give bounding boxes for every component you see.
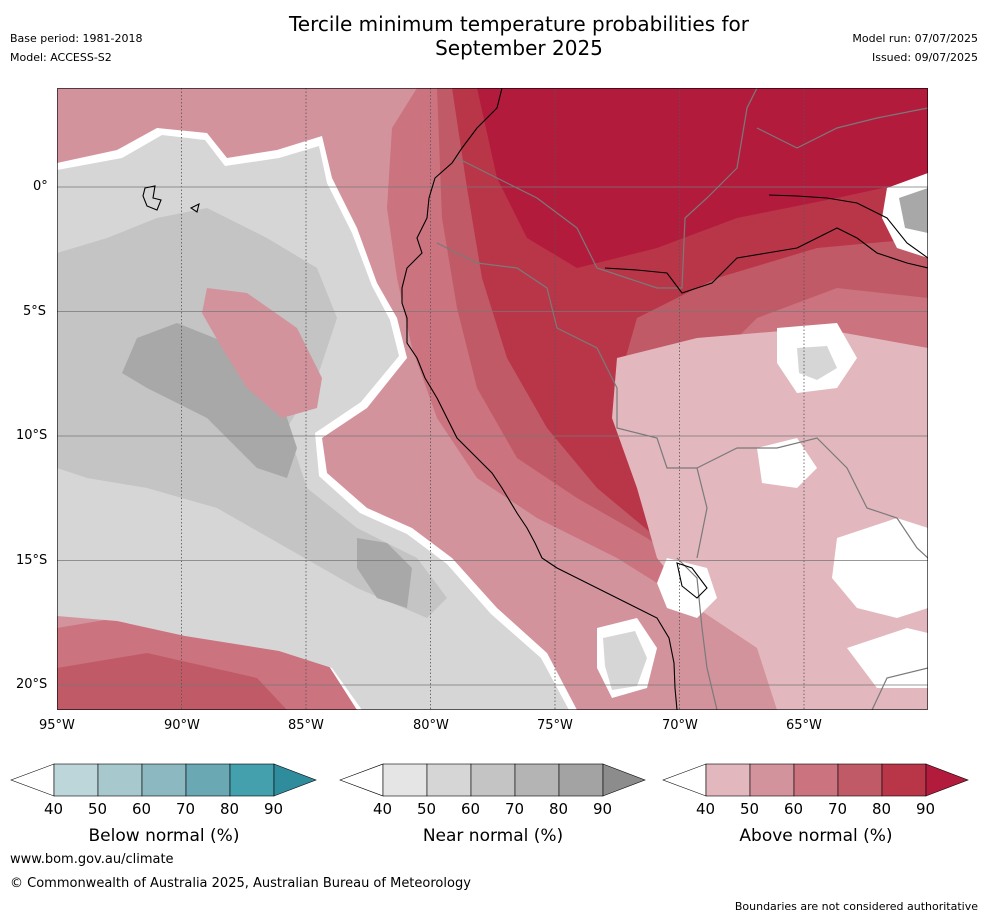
cb-near-swatch-80 — [558, 763, 604, 797]
near-normal-70-south — [357, 538, 412, 608]
cb-above-swatch-50 — [749, 763, 795, 797]
lat-label-10s: 10°S — [16, 428, 48, 443]
colorbar-below-swatches — [10, 763, 317, 797]
cb-above-swatch-60 — [793, 763, 839, 797]
cb-near-tick-90: 90 — [593, 800, 613, 818]
cb-near-tick-40: 40 — [373, 800, 393, 818]
cb-below-tick-40: 40 — [44, 800, 64, 818]
white-patch-2 — [832, 518, 928, 618]
cb-below-extend-low — [10, 763, 55, 797]
cb-above-tick-50: 50 — [740, 800, 760, 818]
above-normal-90 — [477, 88, 928, 268]
cb-above-tick-40: 40 — [696, 800, 716, 818]
cb-below-swatch-40 — [53, 763, 99, 797]
parallel-lines — [57, 186, 928, 686]
above-patch-west — [202, 288, 322, 418]
cb-below-tick-90: 90 — [264, 800, 284, 818]
cb-above-extend-low — [662, 763, 707, 797]
cb-near-swatch-40 — [382, 763, 428, 797]
title-line-2: September 2025 — [435, 36, 603, 60]
cb-above-tick-90: 90 — [916, 800, 936, 818]
lat-label-15s: 15°S — [16, 553, 48, 568]
probability-map — [57, 88, 928, 710]
lon-label-80w: 80°W — [413, 718, 449, 733]
cb-below-tick-80: 80 — [220, 800, 240, 818]
colorbar-near — [339, 763, 646, 797]
colorbar-below-label: Below normal (%) — [88, 826, 240, 846]
grey-patch-east — [797, 346, 837, 380]
cb-below-swatch-50 — [97, 763, 143, 797]
cb-near-tick-70: 70 — [505, 800, 525, 818]
colorbar-above-label: Above normal (%) — [739, 826, 893, 846]
cb-near-tick-50: 50 — [417, 800, 437, 818]
colorbar-below — [10, 763, 317, 797]
near-normal-70 — [122, 323, 297, 478]
cb-near-tick-80: 80 — [549, 800, 569, 818]
cb-below-tick-70: 70 — [176, 800, 196, 818]
cb-above-swatch-80 — [881, 763, 927, 797]
cb-above-swatch-70 — [837, 763, 883, 797]
cb-above-tick-60: 60 — [784, 800, 804, 818]
title-line-1: Tercile minimum temperature probabilitie… — [288, 12, 750, 36]
lon-label-85w: 85°W — [288, 718, 324, 733]
colorbar-above — [662, 763, 969, 797]
map-title: Tercile minimum temperature probabilitie… — [0, 12, 988, 60]
colorbar-above-ticks: 40 50 60 70 80 90 — [662, 800, 970, 820]
cb-near-swatch-70 — [514, 763, 560, 797]
cb-below-tick-50: 50 — [88, 800, 108, 818]
meridian-lines — [181, 88, 805, 710]
base-period: Base period: 1981-2018 — [10, 32, 143, 45]
cb-above-swatch-40 — [705, 763, 751, 797]
above-region-southwest-core — [57, 653, 287, 710]
website-link[interactable]: www.bom.gov.au/climate — [10, 852, 174, 867]
lon-label-65w: 65°W — [786, 718, 822, 733]
cb-near-extend-low — [339, 763, 384, 797]
cb-below-swatch-70 — [185, 763, 231, 797]
grey-patch-ne — [899, 188, 928, 233]
lat-label-0: 0° — [33, 179, 48, 194]
cb-near-swatch-60 — [470, 763, 516, 797]
cb-below-extend-high — [273, 763, 317, 797]
cb-above-extend-high — [925, 763, 969, 797]
cb-above-tick-80: 80 — [872, 800, 892, 818]
lat-label-20s: 20°S — [16, 677, 48, 692]
colorbar-near-swatches — [339, 763, 646, 797]
colorbar-above-swatches — [662, 763, 969, 797]
grey-patch-south — [603, 631, 647, 690]
lat-label-5s: 5°S — [23, 304, 47, 319]
issued-date: Issued: 09/07/2025 — [871, 51, 978, 64]
boundary-disclaimer: Boundaries are not considered authoritat… — [734, 900, 978, 913]
cb-near-extend-high — [602, 763, 646, 797]
cb-below-swatch-60 — [141, 763, 187, 797]
cb-below-tick-60: 60 — [132, 800, 152, 818]
cb-below-swatch-80 — [229, 763, 275, 797]
colorbar-near-label: Near normal (%) — [422, 826, 564, 846]
white-patch-1 — [757, 438, 817, 488]
cb-near-swatch-50 — [426, 763, 472, 797]
colorbar-near-ticks: 40 50 60 70 80 90 — [339, 800, 647, 820]
lon-label-75w: 75°W — [537, 718, 573, 733]
lon-label-70w: 70°W — [662, 718, 698, 733]
map-frame — [57, 88, 928, 710]
copyright: © Commonwealth of Australia 2025, Austra… — [10, 876, 471, 891]
colorbar-below-ticks: 40 50 60 70 80 90 — [10, 800, 318, 820]
above-normal-40 — [612, 328, 928, 710]
model-run: Model run: 07/07/2025 — [852, 32, 978, 45]
coastline — [142, 88, 928, 710]
lon-label-90w: 90°W — [164, 718, 200, 733]
cb-above-tick-70: 70 — [828, 800, 848, 818]
lon-label-95w: 95°W — [39, 718, 75, 733]
country-borders — [436, 88, 928, 710]
model-name: Model: ACCESS-S2 — [10, 51, 112, 64]
white-patch-lake — [657, 558, 717, 618]
cb-near-tick-60: 60 — [461, 800, 481, 818]
